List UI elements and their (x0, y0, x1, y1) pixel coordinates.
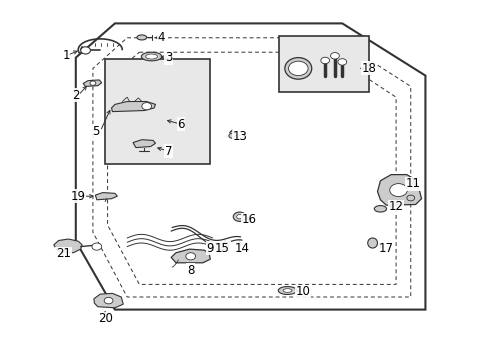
Text: 19: 19 (71, 190, 85, 203)
Ellipse shape (283, 289, 291, 292)
Circle shape (228, 133, 235, 138)
Polygon shape (377, 175, 421, 205)
Ellipse shape (367, 238, 377, 248)
Circle shape (233, 212, 245, 221)
Ellipse shape (141, 52, 162, 61)
Text: 10: 10 (295, 285, 310, 298)
Text: 3: 3 (164, 51, 172, 64)
Circle shape (185, 253, 195, 260)
Ellipse shape (137, 35, 146, 40)
Text: 21: 21 (56, 247, 71, 260)
Bar (105, 59, 210, 164)
Circle shape (142, 103, 151, 110)
Polygon shape (76, 23, 425, 310)
Circle shape (81, 47, 90, 54)
Circle shape (288, 61, 307, 76)
Circle shape (389, 184, 407, 197)
Circle shape (104, 297, 113, 304)
Polygon shape (93, 38, 410, 148)
Circle shape (406, 195, 414, 201)
Circle shape (236, 215, 242, 219)
Text: 20: 20 (98, 312, 112, 325)
Circle shape (320, 57, 329, 64)
Text: 11: 11 (405, 177, 420, 190)
Polygon shape (83, 80, 102, 86)
Circle shape (330, 53, 339, 59)
Polygon shape (133, 140, 155, 148)
Text: 13: 13 (232, 130, 246, 143)
Polygon shape (171, 249, 210, 263)
Text: 5: 5 (91, 125, 99, 138)
Ellipse shape (284, 58, 311, 79)
Circle shape (337, 59, 346, 65)
Text: 6: 6 (177, 118, 184, 131)
Text: 15: 15 (215, 242, 229, 255)
Ellipse shape (278, 287, 296, 294)
Text: 14: 14 (234, 242, 249, 255)
Text: 7: 7 (164, 145, 172, 158)
Polygon shape (95, 193, 117, 200)
Ellipse shape (145, 54, 157, 59)
Text: 2: 2 (72, 89, 80, 102)
Text: 17: 17 (378, 242, 393, 255)
Polygon shape (94, 293, 123, 308)
Circle shape (90, 81, 96, 85)
Text: 12: 12 (388, 201, 403, 213)
Bar (278, 36, 368, 92)
Polygon shape (209, 243, 228, 250)
Polygon shape (111, 102, 155, 112)
Circle shape (92, 243, 102, 250)
Text: 16: 16 (242, 213, 256, 226)
Polygon shape (54, 239, 82, 253)
Text: 18: 18 (361, 62, 376, 75)
Text: 4: 4 (157, 31, 165, 44)
Text: 1: 1 (62, 49, 70, 62)
Ellipse shape (374, 206, 386, 212)
Text: 8: 8 (186, 264, 194, 276)
Text: 9: 9 (206, 242, 214, 255)
